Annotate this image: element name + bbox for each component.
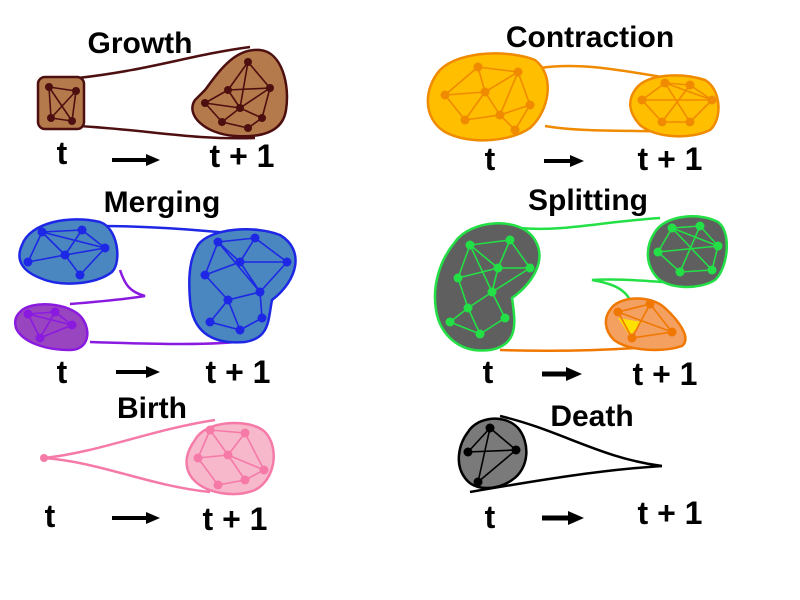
splitting-community-b-t1 xyxy=(604,297,687,352)
panel-birth: Birth t t + 1 xyxy=(40,392,275,537)
contraction-community-t-nodes xyxy=(440,62,535,135)
death-community-t-edges xyxy=(467,427,517,483)
merging-arrow xyxy=(116,366,160,378)
death-t-label: t xyxy=(485,499,496,535)
birth-flow-bottom xyxy=(43,456,211,494)
growth-t1-label: t + 1 xyxy=(210,138,275,174)
splitting-arrow xyxy=(542,367,582,381)
birth-t1-label: t + 1 xyxy=(203,501,268,537)
contraction-t1-label: t + 1 xyxy=(638,141,703,177)
splitting-community-b-t1-nodes xyxy=(613,299,677,343)
growth-t-label: t xyxy=(57,135,68,171)
panel-growth: Growth xyxy=(36,27,289,174)
contraction-t-label: t xyxy=(485,141,496,177)
death-flow-top xyxy=(499,414,663,468)
splitting-community-a-t1 xyxy=(646,215,729,289)
contraction-title: Contraction xyxy=(506,21,674,54)
growth-flow-bottom xyxy=(77,124,256,140)
splitting-community-b-t1-edges xyxy=(617,303,673,339)
death-arrow xyxy=(542,511,584,525)
merging-title: Merging xyxy=(104,186,221,219)
panel-death: Death t t + 1 xyxy=(457,400,703,535)
death-community-t xyxy=(457,417,528,490)
birth-community-t1-nodes xyxy=(193,425,269,490)
growth-flow-top xyxy=(77,45,251,80)
splitting-community-t xyxy=(433,222,541,352)
panel-merging: Merging xyxy=(13,186,297,390)
growth-arrow xyxy=(112,154,160,166)
splitting-t-label: t xyxy=(483,354,494,390)
splitting-t1-label: t + 1 xyxy=(633,356,698,392)
splitting-community-t-nodes xyxy=(445,235,535,339)
contraction-community-t1 xyxy=(629,74,720,138)
birth-community-t1 xyxy=(185,421,275,496)
birth-flow-top xyxy=(43,418,216,460)
splitting-flow-top xyxy=(519,216,661,231)
growth-community-t1-nodes xyxy=(201,58,274,132)
merging-community-b-t-nodes xyxy=(23,307,77,343)
contraction-community-t1-nodes xyxy=(637,78,717,127)
merging-community-t1-nodes xyxy=(200,233,292,335)
birth-origin-node xyxy=(40,454,48,462)
growth-community-t xyxy=(36,75,86,131)
merging-community-a-t xyxy=(18,218,119,285)
growth-community-t-edges xyxy=(48,86,77,122)
panel-splitting: Splitting xyxy=(433,184,729,392)
contraction-community-t xyxy=(426,52,549,142)
merging-flow-middle xyxy=(69,269,146,306)
birth-community-t1-edges xyxy=(197,429,265,486)
growth-community-t-nodes xyxy=(45,83,80,125)
birth-title: Birth xyxy=(117,392,187,425)
growth-title: Growth xyxy=(88,27,193,60)
merging-community-a-t-nodes xyxy=(23,225,110,280)
splitting-community-a-t1-nodes xyxy=(653,221,723,277)
birth-arrow xyxy=(112,512,160,524)
contraction-arrow xyxy=(544,155,584,167)
panel-contraction: Contraction xyxy=(426,21,720,177)
merging-t-label: t xyxy=(57,354,68,390)
merging-community-b-t xyxy=(13,303,89,352)
death-t1-label: t + 1 xyxy=(638,495,703,531)
splitting-title: Splitting xyxy=(528,184,648,217)
death-community-t-nodes xyxy=(463,423,521,487)
birth-t-label: t xyxy=(45,498,56,534)
merging-t1-label: t + 1 xyxy=(206,354,271,390)
growth-community-t1 xyxy=(191,48,289,138)
merging-community-t1 xyxy=(188,228,297,344)
death-title: Death xyxy=(550,400,633,433)
